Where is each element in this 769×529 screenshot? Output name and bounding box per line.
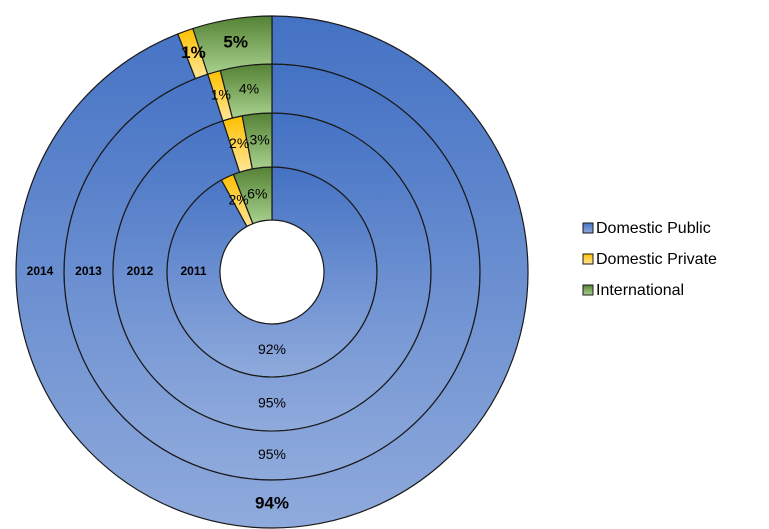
value-label: 95% [258, 446, 286, 462]
value-label: 4% [239, 81, 259, 97]
legend-label: International [596, 282, 684, 299]
value-label: 94% [255, 493, 289, 512]
value-label: 6% [247, 186, 267, 202]
value-label: 3% [249, 131, 269, 147]
value-label: 1% [181, 43, 206, 62]
legend-swatch [582, 253, 594, 265]
value-label: 2% [228, 192, 248, 208]
ring-label: 2014 [27, 264, 54, 278]
ring-label: 2013 [75, 264, 102, 278]
ring-label: 2011 [180, 264, 206, 278]
value-label: 95% [258, 395, 286, 411]
legend-swatch [582, 222, 594, 234]
ring-slice [15, 15, 529, 529]
value-label: 2% [229, 135, 249, 151]
ring-slice [192, 15, 273, 75]
value-label: 92% [258, 341, 286, 357]
legend-swatch [582, 284, 594, 296]
legend-label: Domestic Private [596, 251, 717, 268]
value-label: 1% [211, 86, 231, 102]
ring-label: 2012 [127, 264, 154, 278]
value-label: 5% [223, 32, 248, 51]
legend-label: Domestic Public [596, 220, 711, 237]
